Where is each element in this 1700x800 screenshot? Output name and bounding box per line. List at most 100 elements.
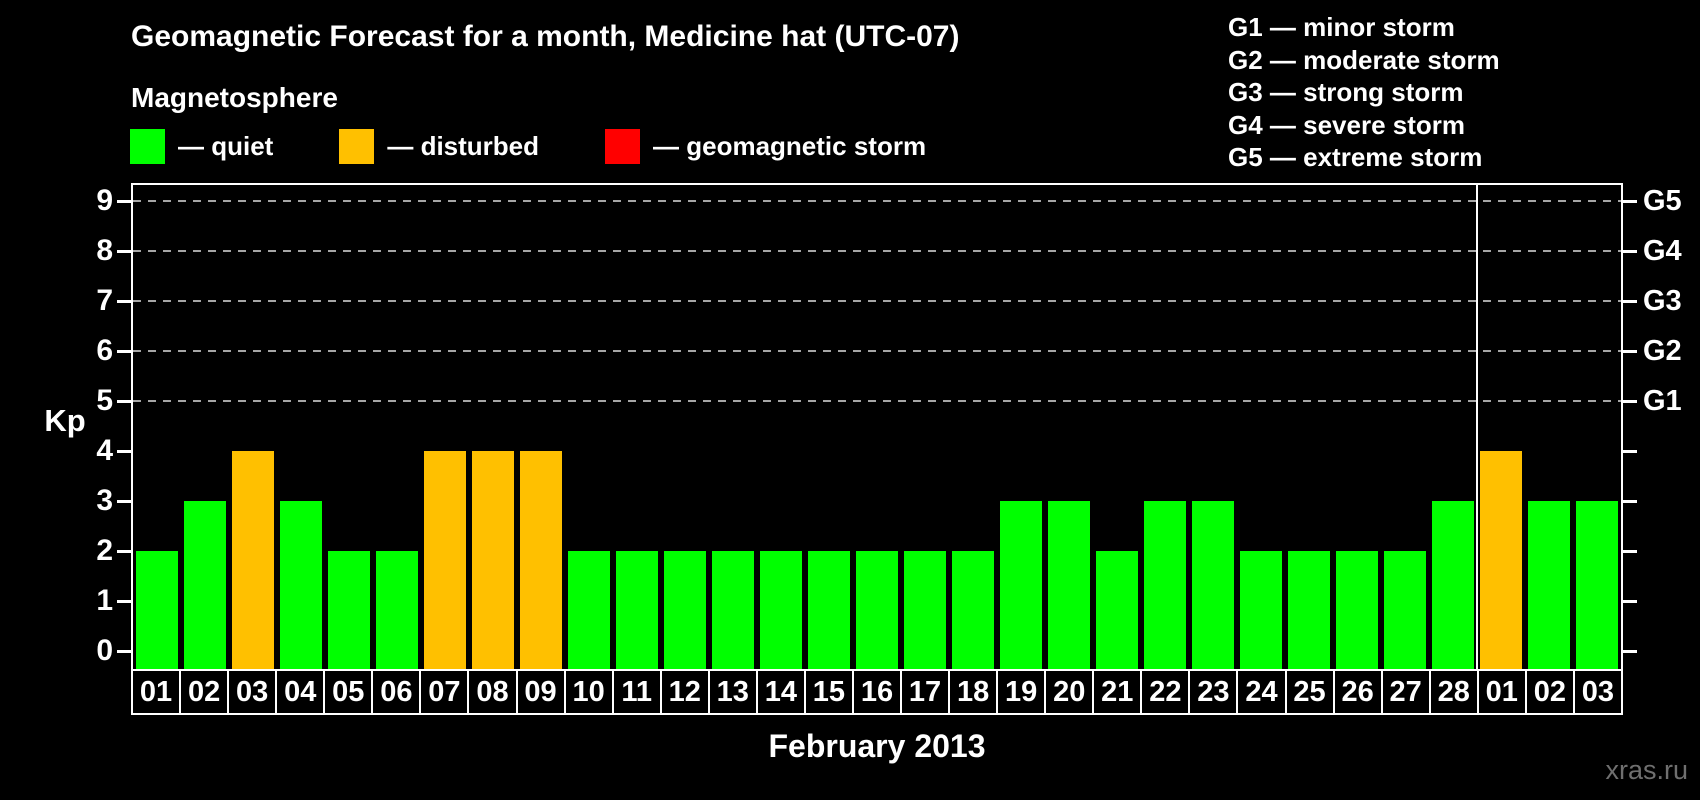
kp-bar [424, 451, 466, 669]
kp-bar [1000, 501, 1042, 669]
day-label: 12 [659, 669, 710, 715]
y-axis-tick-left [117, 650, 131, 653]
day-label: 07 [419, 669, 470, 715]
day-label: 15 [803, 669, 854, 715]
y-axis-tick-left [117, 600, 131, 603]
kp-bar [1528, 501, 1570, 669]
day-label: 02 [1524, 669, 1575, 715]
x-axis-title: February 2013 [768, 728, 986, 764]
y-axis-tick-right [1623, 300, 1637, 303]
legend-label-quiet: — quiet [178, 131, 274, 161]
kp-bar [136, 551, 178, 669]
disturbed-swatch-icon [339, 129, 375, 164]
day-label: 16 [851, 669, 902, 715]
gridline-kp-9 [133, 200, 1621, 202]
legend-label-disturbed: — disturbed [387, 131, 540, 161]
kp-bar [664, 551, 706, 669]
kp-bar [1576, 501, 1618, 669]
y-axis-tick-left [117, 550, 131, 553]
legend-item-disturbed: — disturbed [339, 129, 539, 164]
g-scale-legend-line: G5 — extreme storm [1228, 142, 1483, 172]
kp-bar [1048, 501, 1090, 669]
day-label: 17 [900, 669, 951, 715]
day-label: 06 [371, 669, 422, 715]
g-level-label-g5: G5 [1643, 185, 1682, 217]
kp-bar [1336, 551, 1378, 669]
y-axis-tick-left [117, 200, 131, 203]
plot-area [131, 183, 1623, 669]
day-label: 01 [1476, 669, 1527, 715]
day-label: 08 [467, 669, 518, 715]
y-axis-tick-right [1623, 500, 1637, 503]
day-label: 11 [611, 669, 662, 715]
gridline-kp-5 [133, 400, 1621, 402]
y-axis-tick-right [1623, 200, 1637, 203]
kp-bar [856, 551, 898, 669]
kp-bar [1192, 501, 1234, 669]
kp-bar [808, 551, 850, 669]
day-label: 23 [1188, 669, 1239, 715]
y-axis-tick-left [117, 250, 131, 253]
day-label: 02 [179, 669, 230, 715]
gridline-kp-6 [133, 350, 1621, 352]
kp-bar [520, 451, 562, 669]
day-label: 09 [515, 669, 566, 715]
day-label: 10 [563, 669, 614, 715]
day-label: 21 [1092, 669, 1143, 715]
y-tick-label: 0 [96, 634, 113, 667]
y-axis-tick-right [1623, 450, 1637, 453]
day-label: 01 [131, 669, 182, 715]
day-label: 04 [275, 669, 326, 715]
g-scale-legend-line: G2 — moderate storm [1228, 44, 1500, 75]
kp-bar [472, 451, 514, 669]
day-label: 18 [948, 669, 999, 715]
y-axis-tick-right [1623, 650, 1637, 653]
y-axis-tick-right [1623, 250, 1637, 253]
kp-bar [1096, 551, 1138, 669]
day-label: 14 [755, 669, 806, 715]
kp-bar [712, 551, 754, 669]
kp-bar [376, 551, 418, 669]
legend-item-quiet: — quiet [130, 129, 273, 164]
day-label: 25 [1284, 669, 1335, 715]
day-label: 13 [707, 669, 758, 715]
storm-swatch-icon [605, 129, 641, 164]
kp-bar [1240, 551, 1282, 669]
gridline-kp-8 [133, 250, 1621, 252]
kp-bar [1480, 451, 1522, 669]
day-label: 26 [1332, 669, 1383, 715]
y-tick-label: 2 [96, 534, 113, 567]
y-tick-label: 1 [96, 584, 113, 617]
y-tick-label: 3 [96, 484, 113, 517]
y-tick-label: 8 [96, 234, 113, 267]
legend-heading: Magnetosphere [131, 82, 338, 113]
kp-bar [616, 551, 658, 669]
day-label: 27 [1380, 669, 1431, 715]
kp-bar [760, 551, 802, 669]
kp-bar [1144, 501, 1186, 669]
y-axis-tick-right [1623, 550, 1637, 553]
kp-bar [1288, 551, 1330, 669]
quiet-swatch-icon [130, 129, 165, 164]
kp-bar [280, 501, 322, 669]
y-tick-label: 9 [96, 184, 113, 217]
g-level-label-g3: G3 [1643, 285, 1682, 317]
legend-label-storm: — geomagnetic storm [653, 131, 927, 161]
y-axis-title: Kp [44, 403, 86, 438]
y-axis-tick-left [117, 450, 131, 453]
day-label: 05 [323, 669, 374, 715]
magnetosphere-legend: — quiet — disturbed — geomagnetic storm [130, 129, 926, 164]
watermark: xras.ru [1605, 755, 1688, 785]
day-label: 22 [1140, 669, 1191, 715]
y-axis-tick-left [117, 500, 131, 503]
kp-bar [952, 551, 994, 669]
chart-title: Geomagnetic Forecast for a month, Medici… [131, 20, 960, 53]
g-scale-legend-line: G4 — severe storm [1228, 109, 1466, 140]
day-label: 03 [227, 669, 278, 715]
kp-bar [1432, 501, 1474, 669]
legend-item-storm: — geomagnetic storm [605, 129, 926, 164]
g-scale-legend: G1 — minor storm G2 — moderate storm G3 — … [1228, 11, 1500, 174]
day-label: 20 [1044, 669, 1095, 715]
g-level-label-g1: G1 [1643, 385, 1682, 417]
y-tick-label: 4 [96, 434, 113, 467]
